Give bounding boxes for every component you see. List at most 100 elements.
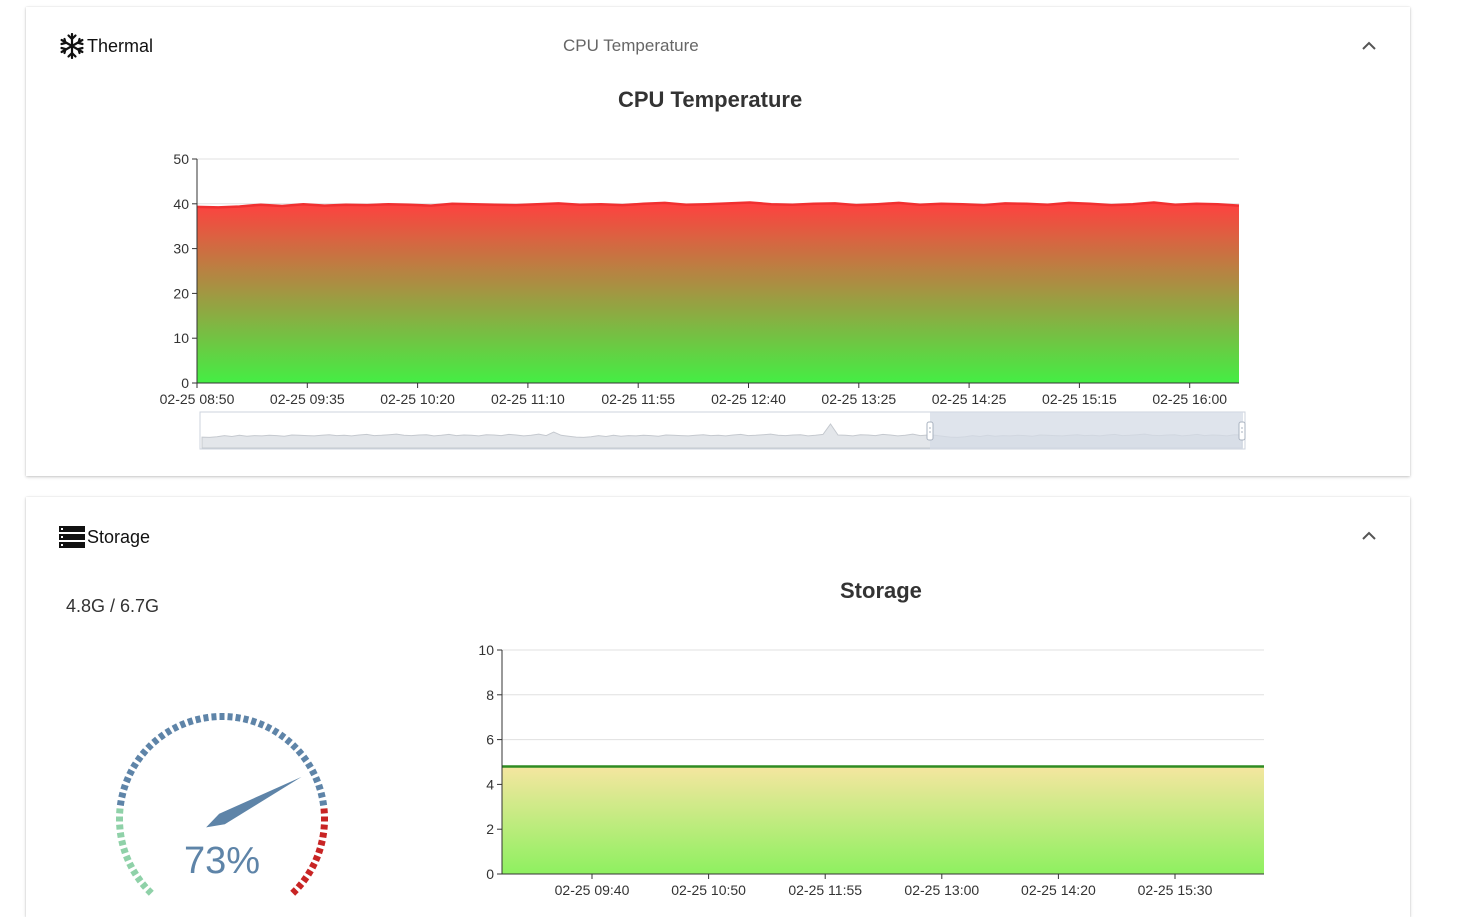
datazoom-handle-left[interactable]: [926, 421, 934, 441]
gauge-tick: [120, 847, 129, 855]
gauge-tick: [290, 887, 299, 896]
gauge-tick: [250, 717, 258, 726]
gauge-tick: [134, 754, 144, 763]
gauge-tick: [120, 783, 129, 791]
gauge-needle: [206, 776, 302, 828]
x-tick-label: 02-25 11:55: [788, 882, 862, 898]
gauge-tick: [284, 736, 293, 746]
storage-header: Storage: [59, 526, 150, 548]
x-tick-label: 02-25 13:00: [904, 882, 979, 898]
gauge-tick: [317, 839, 326, 847]
gauge-tick: [179, 720, 187, 729]
gauge-tick: [134, 875, 144, 884]
y-tick-label: 50: [173, 151, 189, 167]
gauge-tick: [290, 742, 299, 751]
x-tick-label: 02-25 14:20: [1021, 882, 1096, 898]
gauge-tick: [257, 720, 265, 729]
x-tick-label: 02-25 15:30: [1138, 882, 1213, 898]
gauge-tick: [118, 839, 127, 847]
gauge-tick: [145, 742, 154, 751]
snowflake-icon: [60, 33, 84, 59]
datazoom-handle-right[interactable]: [1238, 421, 1246, 441]
x-tick-label: 02-25 09:35: [270, 391, 345, 407]
y-tick-label: 2: [486, 821, 494, 837]
gauge-tick: [116, 808, 124, 814]
gauge-tick: [116, 824, 124, 830]
gauge-tick: [126, 768, 135, 777]
gauge-tick: [271, 727, 280, 736]
y-tick-label: 40: [173, 196, 189, 212]
gauge-tick: [309, 861, 318, 870]
gauge-tick: [151, 736, 160, 746]
storage-chart: 0 2 4 6 8 10 02-25 09:40 02-25 10:50 02-25 11:55…: [478, 642, 1264, 898]
gauge-tick: [319, 832, 328, 839]
storage-gauge: 73%: [116, 713, 328, 896]
y-tick-label: 4: [486, 776, 494, 792]
x-tick-label: 02-25 09:40: [555, 882, 630, 898]
chevron-up-icon[interactable]: [1360, 37, 1378, 55]
gauge-tick: [312, 776, 321, 784]
datazoom-selected-range[interactable]: [930, 412, 1243, 449]
y-tick-label: 0: [181, 375, 189, 391]
gauge-tick: [312, 854, 321, 862]
gauge-tick: [130, 761, 139, 770]
x-tick-label: 02-25 13:25: [821, 391, 896, 407]
gauge-tick: [186, 717, 194, 726]
storage-icon: [59, 526, 85, 548]
gauge-tick: [300, 754, 310, 763]
gauge-tick: [264, 723, 273, 732]
gauge-tick: [300, 875, 310, 884]
x-tick-label: 02-25 11:10: [491, 391, 565, 407]
storage-chart-title: Storage: [840, 578, 922, 603]
x-tick-label: 02-25 14:25: [932, 391, 1007, 407]
gauge-tick: [320, 808, 328, 814]
y-tick-label: 30: [173, 241, 189, 257]
y-tick-label: 20: [173, 285, 189, 301]
gauge-tick: [242, 715, 250, 724]
x-tick-label: 02-25 12:40: [711, 391, 786, 407]
gauge-tick: [164, 727, 173, 736]
thermal-chart-title: CPU Temperature: [618, 87, 803, 112]
gauge-tick: [126, 861, 135, 870]
x-tick-label: 02-25 11:55: [601, 391, 675, 407]
x-tick-label: 02-25 10:20: [380, 391, 455, 407]
thermal-line: [196, 201, 1240, 209]
gauge-tick: [319, 799, 328, 806]
gauge-tick: [305, 868, 314, 877]
thermal-area: [197, 202, 1239, 383]
chevron-up-icon[interactable]: [1360, 527, 1378, 545]
gauge-tick: [139, 748, 149, 757]
y-tick-label: 10: [478, 642, 494, 658]
gauge-tick: [317, 791, 326, 799]
gauge-tick: [315, 847, 324, 855]
thermal-header: Thermal: [59, 33, 154, 59]
x-tick-label: 02-25 15:15: [1042, 391, 1117, 407]
gauge-tick: [130, 868, 139, 877]
gauge-tick: [171, 723, 180, 732]
gauge-tick: [295, 748, 305, 757]
storage-usage-text: 4.8G / 6.7G: [66, 596, 160, 616]
storage-card: Storage 4.8G / 6.7G 73% Storage 0 2 4 6 8 10 0…: [26, 497, 1410, 917]
gauge-tick: [194, 715, 202, 724]
gauge-percent-label: 73%: [184, 840, 260, 882]
gauge-tick: [116, 799, 125, 806]
gauge-tick: [235, 713, 242, 722]
gauge-tick: [157, 731, 166, 741]
gauge-tick: [202, 713, 209, 722]
x-tick-label: 02-25 16:00: [1152, 391, 1227, 407]
thermal-title: Thermal: [87, 35, 154, 56]
gauge-tick: [123, 854, 132, 862]
data-zoom-slider[interactable]: [199, 411, 1246, 450]
gauge-tick: [320, 824, 328, 830]
thermal-subtitle: CPU Temperature: [563, 36, 699, 55]
x-tick-label: 02-25 08:50: [160, 391, 235, 407]
y-tick-label: 8: [486, 687, 494, 703]
gauge-tick: [305, 761, 314, 770]
gauge-tick: [295, 881, 305, 890]
storage-area: [502, 766, 1264, 874]
gauge-tick: [123, 776, 132, 784]
gauge-tick: [278, 731, 287, 741]
y-tick-label: 10: [173, 330, 189, 346]
gauge-tick: [116, 832, 125, 839]
gauge-tick: [145, 887, 154, 896]
